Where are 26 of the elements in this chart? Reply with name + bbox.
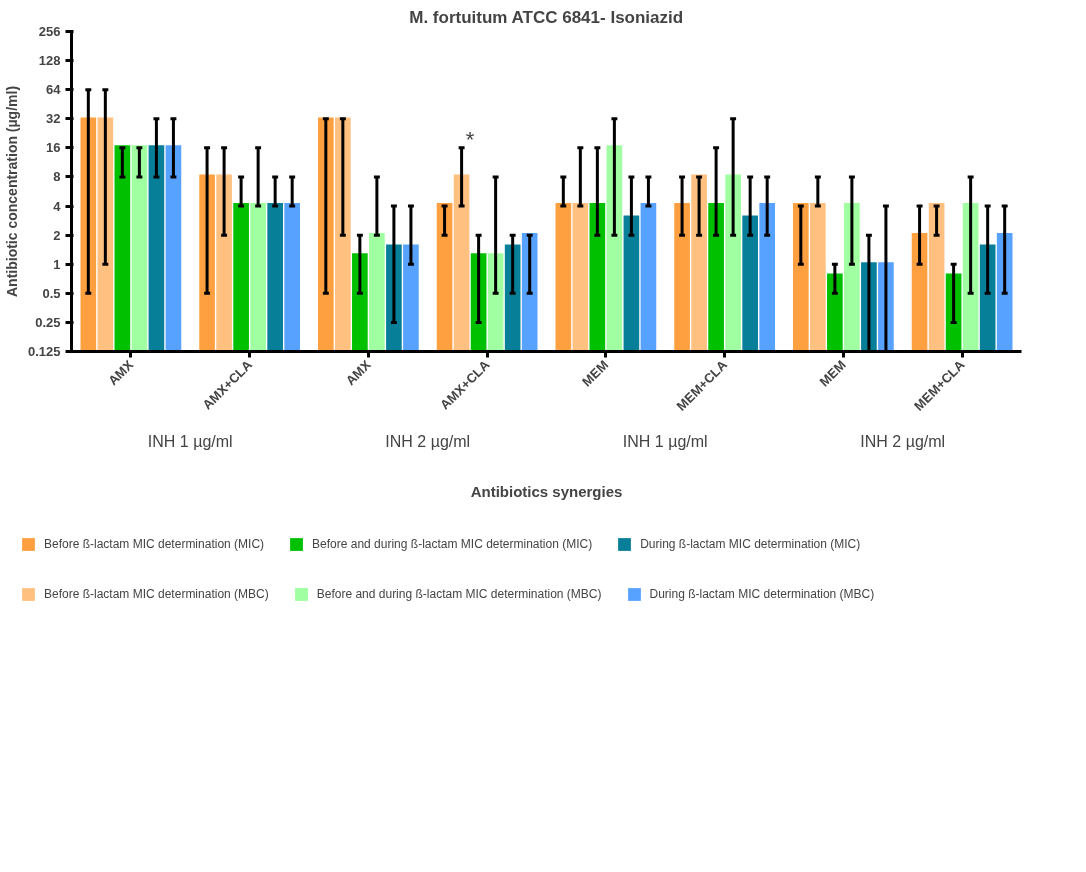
y-tick-label: 1 [53, 256, 61, 272]
text: INH 2 µg/ml [385, 432, 471, 450]
chart-title: M. fortuitum ATCC 6841- Isoniazid [409, 7, 684, 27]
y-tick-label: 0.5 [42, 285, 61, 301]
y-tick-label: 64 [46, 82, 62, 98]
y-tick-label: 8 [53, 169, 61, 185]
y-tick-label: 256 [38, 24, 61, 39]
y-tick-label: 16 [46, 140, 61, 156]
y-tick-label: 0.25 [35, 314, 61, 330]
y-tick-label: 2 [53, 227, 61, 243]
legend-label: Before and during ß-lactam MIC determination (MIC) [312, 537, 593, 551]
x-axis-title: Antibiotics synergies [470, 482, 623, 500]
y-tick-label: 128 [38, 53, 61, 69]
legend-label: Before and during ß-lactam MIC determination (MBC) [316, 587, 602, 601]
y-tick-label: 0.125 [27, 344, 61, 359]
legend-label: Before ß-lactam MIC determination (MIC) [44, 537, 265, 551]
text: INH 1 µg/ml [622, 432, 708, 450]
y-tick-label: 4 [53, 198, 62, 214]
legend-label: During ß-lactam MIC determination (MIC) [640, 537, 861, 551]
y-axis-title: Antibiotic concentration (µg/ml) [3, 85, 20, 298]
legend-label: During ß-lactam MIC determination (MBC) [649, 587, 875, 601]
text: INH 1 µg/ml [147, 432, 233, 450]
text: INH 2 µg/ml [860, 432, 946, 450]
annotation: * [465, 126, 475, 152]
legend-label: Before ß-lactam MIC determination (MBC) [44, 587, 269, 601]
y-tick-label: 32 [46, 111, 61, 127]
